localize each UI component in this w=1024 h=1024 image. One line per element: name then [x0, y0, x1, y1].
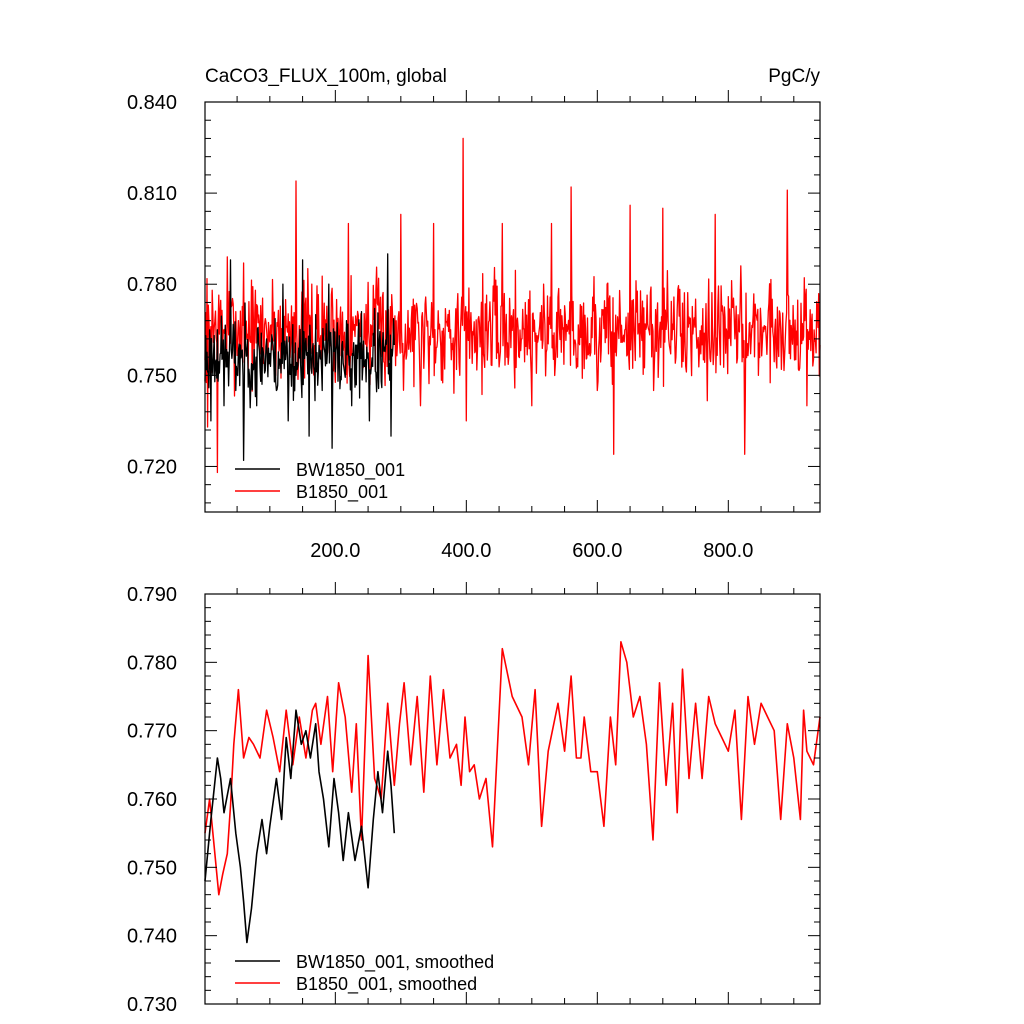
chart-title: CaCO3_FLUX_100m, global [205, 66, 447, 87]
y-tick-label: 0.780 [127, 274, 177, 296]
chart-units: PgC/y [768, 66, 820, 87]
y-tick-label: 0.730 [127, 994, 177, 1016]
y-tick-label: 0.770 [127, 721, 177, 743]
bottom-plot-area [204, 641, 821, 944]
legend-label-bw1850-smoothed: BW1850_001, smoothed [296, 952, 494, 973]
smoothed-flux-panel: 0.730 0.740 0.750 0.760 0.770 0.780 0.790 BW18… [127, 582, 821, 1016]
plot-frame [204, 593, 821, 1005]
y-tick-label: 0.790 [127, 584, 177, 606]
top-axes: 0.720 0.750 0.780 0.810 0.840 200.0 400.0 600.0… [127, 90, 821, 562]
x-tick-label: 600.0 [572, 540, 622, 562]
y-tick-label: 0.760 [127, 789, 177, 811]
y-tick-label: 0.720 [127, 456, 177, 478]
y-tick-label: 0.750 [127, 857, 177, 879]
b1850-raw-line [204, 137, 821, 474]
raw-flux-panel: 0.720 0.750 0.780 0.810 0.840 200.0 400.0 600.0… [127, 90, 821, 562]
bottom-axes: 0.730 0.740 0.750 0.760 0.770 0.780 0.790 [127, 582, 821, 1016]
top-legend: BW1850_001 B1850_001 [235, 460, 405, 503]
x-tick-label: 200.0 [310, 540, 360, 562]
y-tick-label: 0.740 [127, 926, 177, 948]
bw1850-smoothed-line [204, 709, 396, 944]
bw1850-raw-line [204, 253, 395, 462]
x-tick-label: 400.0 [441, 540, 491, 562]
plot-frame [204, 101, 821, 513]
y-tick-label: 0.750 [127, 365, 177, 387]
legend-label-b1850-smoothed: B1850_001, smoothed [296, 974, 477, 995]
bottom-legend: BW1850_001, smoothed B1850_001, smoothed [235, 952, 494, 995]
legend-label-bw1850: BW1850_001 [296, 460, 405, 481]
legend-label-b1850: B1850_001 [296, 482, 388, 503]
y-tick-label: 0.840 [127, 92, 177, 114]
top-plot-area [204, 137, 821, 474]
y-tick-label: 0.810 [127, 183, 177, 205]
b1850-smoothed-line [204, 641, 821, 896]
x-tick-label: 800.0 [703, 540, 753, 562]
y-tick-label: 0.780 [127, 652, 177, 674]
